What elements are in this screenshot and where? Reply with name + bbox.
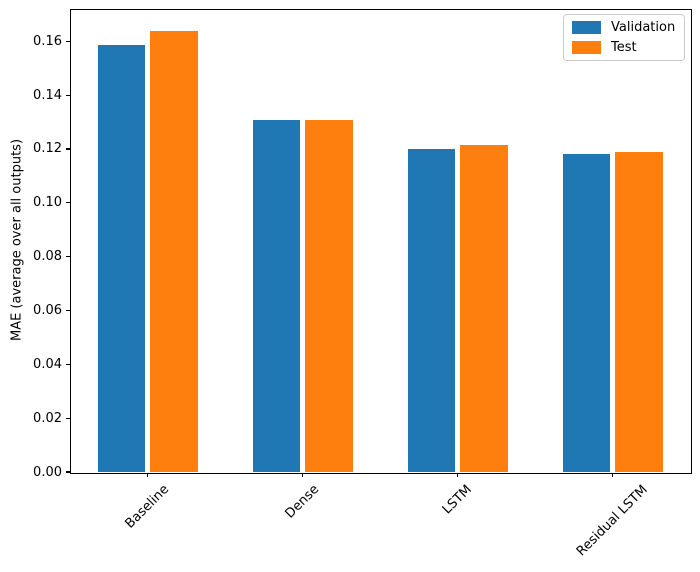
x-tick-label-dense: Dense — [282, 482, 322, 522]
x-tick-label-baseline: Baseline — [122, 482, 172, 532]
y-tick-0.02 — [65, 417, 70, 419]
y-tick-0.14 — [65, 94, 70, 96]
bar-validation-dense — [252, 120, 300, 472]
x-tick-dense — [302, 473, 304, 477]
y-tick-0.00 — [65, 471, 70, 473]
y-tick-0.16 — [65, 40, 70, 42]
bar-validation-lstm — [407, 148, 455, 472]
legend-label-test: Test — [611, 40, 637, 55]
y-tick-label-0.08: 0.08 — [33, 249, 62, 265]
y-tick-label-0.12: 0.12 — [33, 141, 62, 157]
x-tick-residual-lstm — [612, 473, 614, 477]
y-tick-label-0.02: 0.02 — [33, 410, 62, 426]
y-axis-label: MAE (average over all outputs) — [9, 138, 25, 342]
bar-validation-baseline — [97, 45, 145, 472]
x-tick-lstm — [457, 473, 459, 477]
x-tick-label-residual-lstm: Residual LSTM — [573, 482, 651, 560]
legend-item-validation: Validation — [572, 21, 675, 34]
y-tick-label-0.06: 0.06 — [33, 302, 62, 318]
legend: Validation Test — [563, 14, 686, 61]
y-tick-0.08 — [65, 256, 70, 258]
x-tick-label-lstm: LSTM — [439, 482, 475, 518]
x-tick-baseline — [147, 473, 149, 477]
y-tick-0.06 — [65, 309, 70, 312]
y-tick-0.10 — [65, 202, 70, 204]
y-tick-label-0.00: 0.00 — [33, 464, 62, 480]
legend-swatch-test-icon — [572, 41, 601, 54]
bar-test-lstm — [460, 145, 508, 472]
legend-item-test: Test — [572, 41, 675, 54]
y-tick-label-0.04: 0.04 — [33, 356, 62, 372]
y-tick-0.04 — [65, 363, 70, 365]
y-tick-0.12 — [65, 148, 70, 150]
y-tick-label-0.10: 0.10 — [33, 195, 62, 211]
bar-validation-residual-lstm — [562, 154, 610, 472]
bar-test-dense — [305, 120, 353, 472]
legend-swatch-validation-icon — [572, 21, 601, 34]
bar-test-baseline — [150, 31, 198, 472]
y-tick-label-0.14: 0.14 — [33, 87, 62, 103]
bar-test-residual-lstm — [615, 151, 663, 472]
y-tick-label-0.16: 0.16 — [33, 33, 62, 49]
legend-label-validation: Validation — [611, 20, 676, 35]
